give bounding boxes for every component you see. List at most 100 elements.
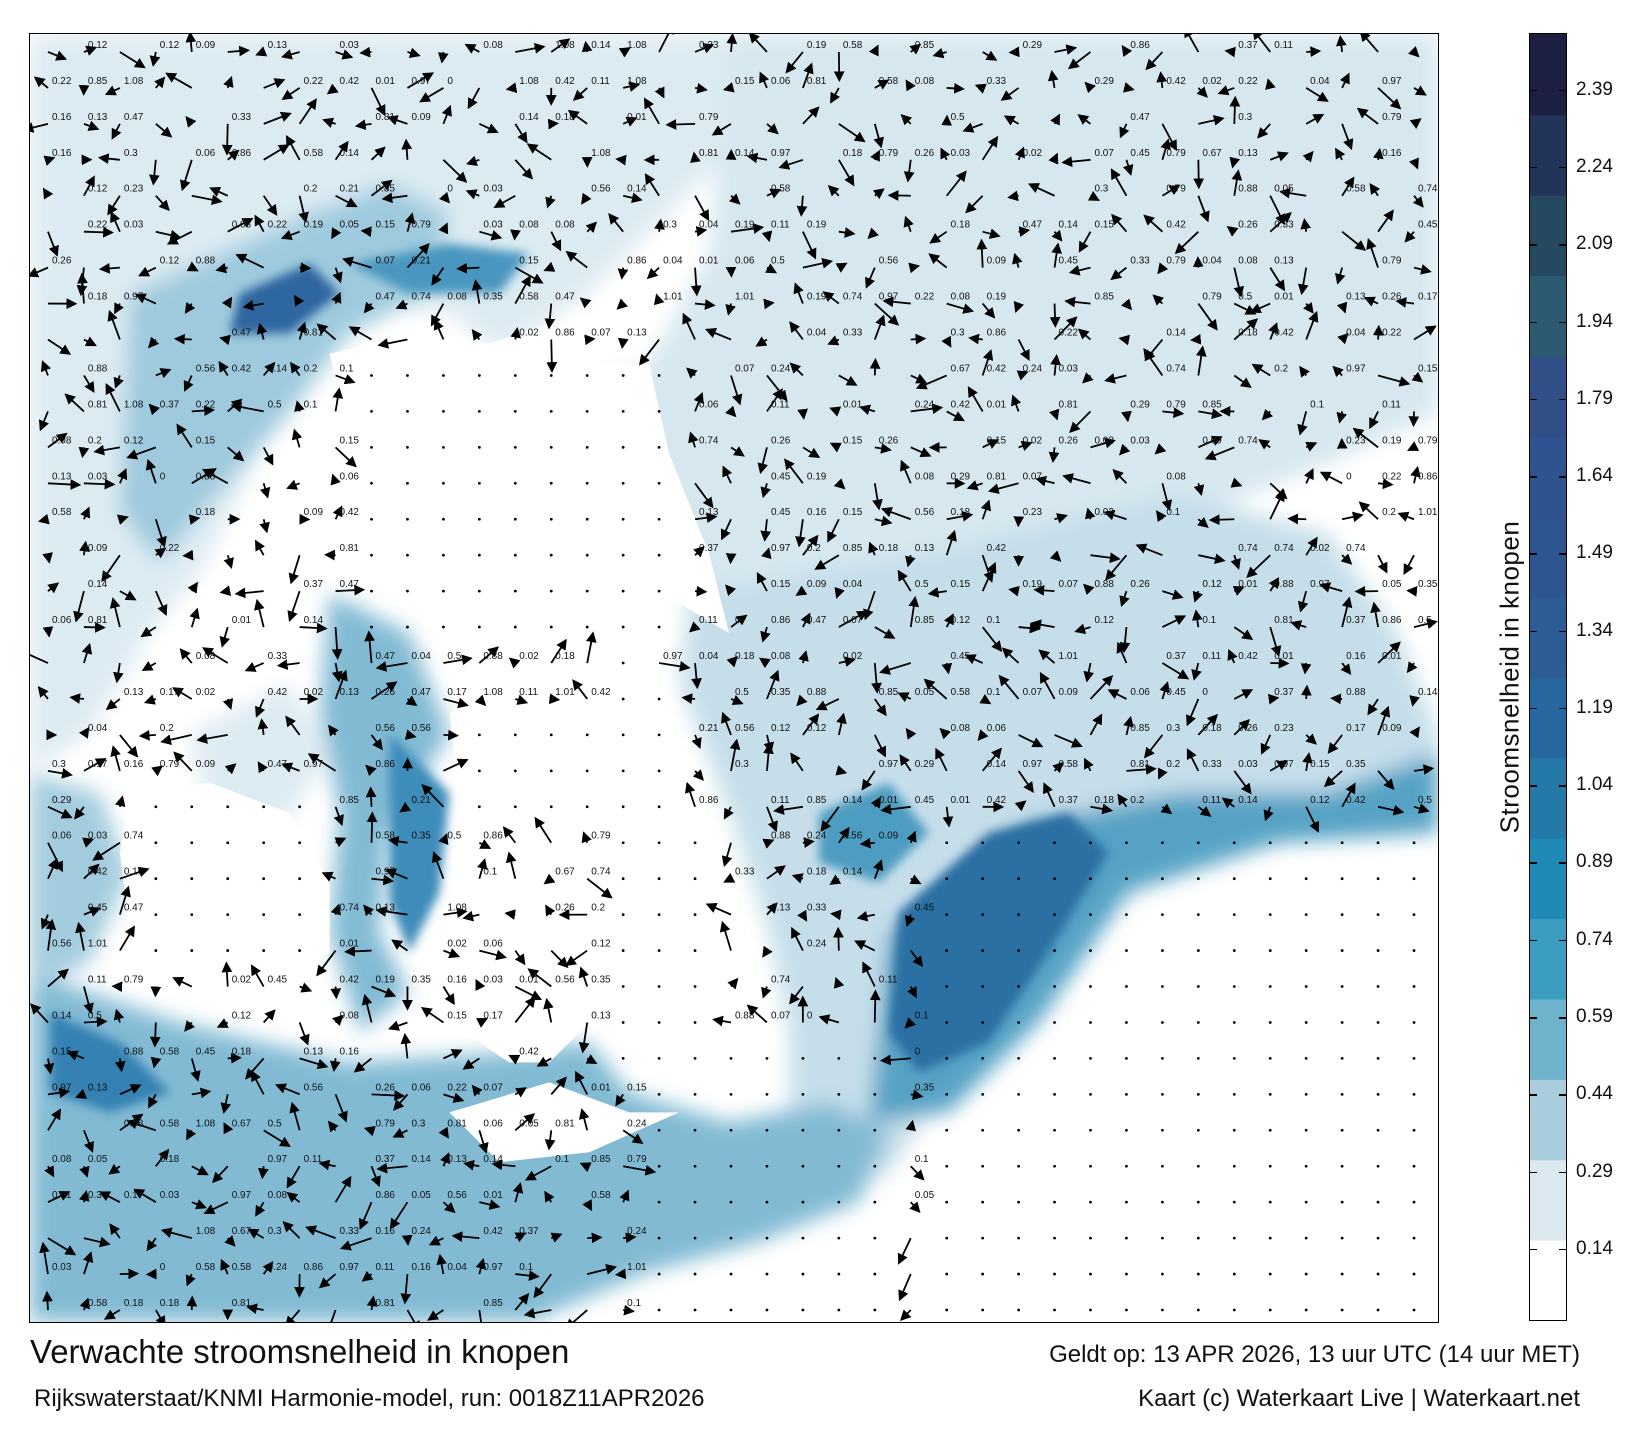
speed-label: 0.01 <box>1238 579 1258 590</box>
current-arrow <box>622 81 641 92</box>
colorbar-tick-mark <box>1529 939 1537 942</box>
current-arrow <box>623 1304 635 1316</box>
current-arrow <box>1408 411 1420 428</box>
calm-dot <box>657 1308 661 1312</box>
current-arrow <box>105 383 121 412</box>
speed-label: 0.13 <box>52 471 72 482</box>
current-arrow <box>1377 478 1394 490</box>
speed-label: 0.02 <box>1094 507 1114 518</box>
current-arrow <box>712 1015 732 1027</box>
current-arrow <box>514 1113 536 1131</box>
speed-label: 0.74 <box>411 292 431 303</box>
current-arrow <box>366 1295 378 1311</box>
speed-label: 0.37 <box>1238 40 1258 51</box>
colorbar-tick-mark <box>1559 1171 1567 1174</box>
speed-label: 0.22 <box>1382 328 1402 339</box>
current-arrow <box>981 561 997 592</box>
current-arrow <box>1038 649 1056 664</box>
colorbar-tick-label: 0.59 <box>1576 1006 1613 1028</box>
current-arrow <box>47 1108 62 1131</box>
current-arrow <box>1208 514 1235 526</box>
speed-label: 0.42 <box>1166 220 1186 231</box>
calm-dot <box>1196 1272 1200 1276</box>
current-arrow <box>836 712 847 736</box>
current-arrow <box>442 1201 456 1214</box>
current-arrow <box>1067 51 1092 70</box>
current-arrow <box>259 519 270 534</box>
current-arrow <box>979 694 992 705</box>
calm-dot <box>406 410 409 413</box>
current-arrow <box>1261 408 1274 421</box>
speed-label: 0.22 <box>1059 328 1079 339</box>
speed-label: 0.5 <box>735 687 749 698</box>
current-arrow <box>244 1057 265 1080</box>
speed-label: 0.67 <box>232 1118 252 1129</box>
current-arrow <box>873 123 884 149</box>
speed-label: 0.85 <box>1202 399 1222 410</box>
speed-label: 0.86 <box>1382 615 1402 626</box>
current-arrow <box>690 267 702 297</box>
current-arrow <box>227 149 240 161</box>
speed-label: 0.01 <box>987 399 1007 410</box>
current-arrow <box>927 587 947 598</box>
speed-label: 0.45 <box>1130 148 1150 159</box>
speed-label: 0.19 <box>807 220 827 231</box>
current-arrow <box>544 303 556 330</box>
colorbar <box>1529 33 1567 1321</box>
current-arrow <box>1224 46 1236 58</box>
calm-dot <box>477 553 481 557</box>
current-arrow <box>259 483 271 499</box>
current-arrow <box>1110 266 1127 281</box>
speed-label: 0.09 <box>196 759 216 770</box>
calm-dot <box>837 1236 841 1240</box>
current-arrow <box>1160 138 1171 161</box>
colorbar-tick-mark <box>1529 785 1537 787</box>
speed-label: 0.86 <box>376 1190 396 1201</box>
current-arrow <box>126 446 157 460</box>
speed-label: 0.79 <box>699 112 719 123</box>
speed-label: 0.26 <box>376 687 396 698</box>
current-arrow <box>572 679 588 700</box>
speed-label: 0.21 <box>340 184 360 195</box>
current-arrow <box>1121 410 1132 423</box>
calm-dot <box>1160 985 1164 988</box>
speed-label: 0.97 <box>268 1154 288 1165</box>
colorbar-tick-label: 0.29 <box>1576 1160 1613 1182</box>
current-arrow <box>1258 439 1271 450</box>
current-arrow <box>784 458 804 484</box>
speed-label: 1.01 <box>735 292 755 303</box>
current-arrow <box>897 692 912 703</box>
current-arrow <box>1143 214 1163 233</box>
current-arrow <box>1269 212 1292 233</box>
current-arrow <box>1369 411 1379 430</box>
calm-dot <box>1412 1057 1416 1060</box>
current-arrow <box>1162 589 1184 600</box>
speed-label: 0.14 <box>627 184 647 195</box>
colorbar-tick-mark <box>1559 476 1567 478</box>
current-arrow <box>375 906 408 917</box>
speed-label: 0.5 <box>268 399 282 410</box>
calm-dot <box>729 1200 733 1204</box>
calm-dot <box>585 553 589 557</box>
current-arrow <box>544 1190 555 1203</box>
speed-label: 0.06 <box>735 256 755 267</box>
current-arrow <box>42 187 54 200</box>
speed-label: 0.06 <box>1130 687 1150 698</box>
colorbar-tick-mark <box>1529 321 1537 323</box>
speed-label: 0.08 <box>340 1010 360 1021</box>
current-arrow <box>874 698 887 717</box>
calm-dot <box>1125 1164 1128 1168</box>
speed-label: 0.74 <box>1238 435 1258 446</box>
speed-label: 0.3 <box>268 1226 282 1237</box>
speed-label: 0.79 <box>1166 184 1186 195</box>
calm-dot <box>1017 1128 1020 1132</box>
colorbar-band <box>1530 194 1566 277</box>
colorbar-tick-mark <box>1559 630 1567 633</box>
speed-label: 0.04 <box>843 579 863 590</box>
current-arrow <box>508 1054 521 1065</box>
current-arrow <box>478 646 500 664</box>
calm-dot <box>765 1128 769 1132</box>
calm-dot <box>801 1092 805 1096</box>
current-arrow <box>1183 34 1200 53</box>
current-arrow <box>1186 698 1200 727</box>
